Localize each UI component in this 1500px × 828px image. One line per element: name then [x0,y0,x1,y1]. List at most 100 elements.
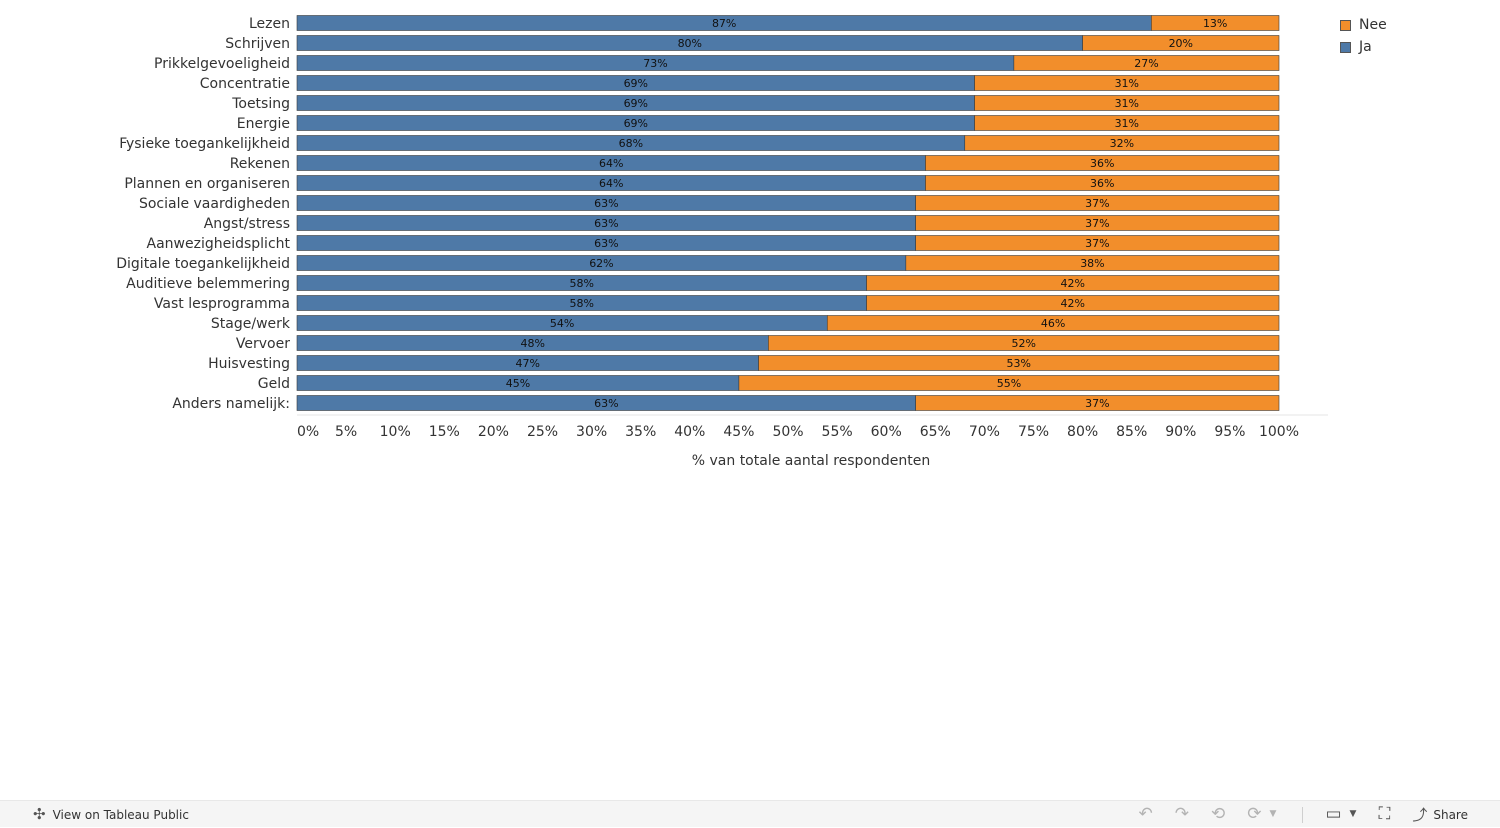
bar-nee-rekenen[interactable] [925,155,1280,171]
x-tick-95pct: 95% [1214,424,1245,440]
category-label-anders-namelijk: Anders namelijk: [172,396,290,412]
bar-label-nee-stage-werk: 46% [1041,317,1065,330]
x-tick-45pct: 45% [723,424,754,440]
comment-icon[interactable]: ▭ [1325,804,1342,824]
legend-item-nee[interactable]: Nee [1340,14,1387,36]
fullscreen-icon[interactable]: ⛶ [1378,804,1391,824]
bar-nee-vast-lesprogramma[interactable] [866,295,1280,311]
bar-label-ja-digitale-toegankelijkheid: 62% [589,257,613,270]
redo-icon[interactable]: ↷ [1174,804,1190,824]
category-label-angst-stress: Angst/stress [204,216,290,232]
bar-label-ja-schrijven: 80% [678,37,702,50]
bar-label-nee-geld: 55% [997,377,1021,390]
bar-label-nee-toetsing: 31% [1115,97,1139,110]
bar-nee-huisvesting[interactable] [758,355,1280,371]
share-label: Share [1433,807,1468,822]
x-axis-ticks: 0% 5% 10% 15% 20% 25% 30% 35% 40% 45% 50% 55% 60% 65%… [297,424,1299,440]
undo-icon[interactable]: ↶ [1138,804,1153,824]
category-label-digitale-toegankelijkheid: Digitale toegankelijkheid [116,256,290,272]
share-button[interactable]: ⤴ Share [1412,804,1468,825]
bar-nee-stage-werk[interactable] [826,315,1280,331]
category-label-plannen-en-organiseren: Plannen en organiseren [124,176,290,192]
bar-label-nee-anders-namelijk: 37% [1085,397,1109,410]
x-tick-80pct: 80% [1067,424,1098,440]
x-tick-20pct: 20% [478,424,509,440]
x-tick-15pct: 15% [429,424,460,440]
x-tick-25pct: 25% [527,424,558,440]
bar-label-ja-rekenen: 64% [599,157,623,170]
stacked-bar-chart: 87% 13% 80% 20% 73% 27% 69% 31% 69% 31% 69% 31% 68% 3… [116,15,1328,469]
category-label-rekenen: Rekenen [230,156,290,172]
bar-nee-prikkelgevoeligheid[interactable] [1013,55,1280,71]
bar-label-nee-vast-lesprogramma: 42% [1061,297,1085,310]
bar-label-nee-schrijven: 20% [1169,37,1193,50]
toolbar-divider [1302,806,1304,823]
bar-label-ja-stage-werk: 54% [550,317,574,330]
revert-icon[interactable]: ⟲ [1211,804,1226,824]
x-tick-5pct: 5% [335,424,357,440]
category-label-concentratie: Concentratie [200,76,290,92]
bar-nee-auditieve-belemmering[interactable] [866,275,1280,291]
x-tick-60pct: 60% [871,424,902,440]
legend-label-ja: Ja [1359,39,1372,55]
bar-nee-energie[interactable] [974,115,1280,131]
share-icon: ⤴ [1412,806,1428,824]
bar-label-nee-energie: 31% [1115,117,1139,130]
refresh-dropdown-icon[interactable]: ▼ [1269,809,1277,819]
bar-label-ja-anders-namelijk: 63% [594,397,618,410]
category-label-stage-werk: Stage/werk [211,316,291,332]
bar-nee-vervoer[interactable] [768,335,1280,351]
view-on-tableau-link[interactable]: ✣ View on Tableau Public [33,801,189,828]
bar-label-ja-vast-lesprogramma: 58% [570,297,594,310]
legend-swatch-ja [1340,41,1351,53]
category-labels: Lezen Schrijven Prikkelgevoeligheid Concent… [116,16,291,412]
category-label-vast-lesprogramma: Vast lesprogramma [154,296,290,312]
bar-nee-aanwezigheidsplicht[interactable] [915,235,1280,251]
category-label-fysieke-toegankelijkheid: Fysieke toegankelijkheid [119,136,290,152]
bar-label-nee-aanwezigheidsplicht: 37% [1085,237,1109,250]
legend-label-nee: Nee [1359,17,1387,33]
legend: Nee Ja [1340,14,1387,58]
x-axis-title: % van totale aantal respondenten [692,453,931,469]
bar-nee-sociale-vaardigheden[interactable] [915,195,1280,211]
bar-label-ja-plannen-en-organiseren: 64% [599,177,623,190]
bar-label-ja-fysieke-toegankelijkheid: 68% [619,137,643,150]
bar-nee-angst-stress[interactable] [915,215,1280,231]
bar-label-nee-lezen: 13% [1203,17,1227,30]
category-label-vervoer: Vervoer [236,336,290,352]
x-tick-35pct: 35% [625,424,656,440]
bar-label-nee-auditieve-belemmering: 42% [1061,277,1085,290]
bar-nee-plannen-en-organiseren[interactable] [925,175,1280,191]
x-tick-30pct: 30% [576,424,607,440]
legend-swatch-nee [1340,19,1351,31]
bar-label-nee-plannen-en-organiseren: 36% [1090,177,1114,190]
view-on-tableau-label: View on Tableau Public [52,807,189,822]
comment-dropdown-icon[interactable]: ▼ [1349,809,1357,819]
x-tick-65pct: 65% [920,424,951,440]
bar-nee-anders-namelijk[interactable] [915,395,1280,411]
category-label-aanwezigheidsplicht: Aanwezigheidsplicht [147,236,291,252]
bar-nee-lezen[interactable] [1151,15,1280,31]
bar-label-ja-aanwezigheidsplicht: 63% [594,237,618,250]
bar-nee-fysieke-toegankelijkheid[interactable] [964,135,1280,151]
bar-label-nee-vervoer: 52% [1011,337,1035,350]
category-label-huisvesting: Huisvesting [208,356,290,372]
legend-item-ja[interactable]: Ja [1340,36,1387,58]
category-label-schrijven: Schrijven [225,36,290,52]
bar-label-ja-sociale-vaardigheden: 63% [594,197,618,210]
bar-label-ja-lezen: 87% [712,17,736,30]
category-label-lezen: Lezen [249,16,290,32]
x-tick-85pct: 85% [1116,424,1147,440]
bar-nee-schrijven[interactable] [1082,35,1280,51]
bar-label-nee-huisvesting: 53% [1007,357,1031,370]
bar-label-ja-toetsing: 69% [624,97,648,110]
bar-label-ja-vervoer: 48% [520,337,544,350]
bar-nee-geld[interactable] [738,375,1280,391]
bar-nee-toetsing[interactable] [974,95,1280,111]
x-tick-90pct: 90% [1165,424,1196,440]
bar-nee-concentratie[interactable] [974,75,1280,91]
bar-label-nee-prikkelgevoeligheid: 27% [1134,57,1158,70]
x-tick-50pct: 50% [772,424,803,440]
refresh-icon[interactable]: ⟳ [1247,804,1262,824]
bar-nee-digitale-toegankelijkheid[interactable] [905,255,1280,271]
